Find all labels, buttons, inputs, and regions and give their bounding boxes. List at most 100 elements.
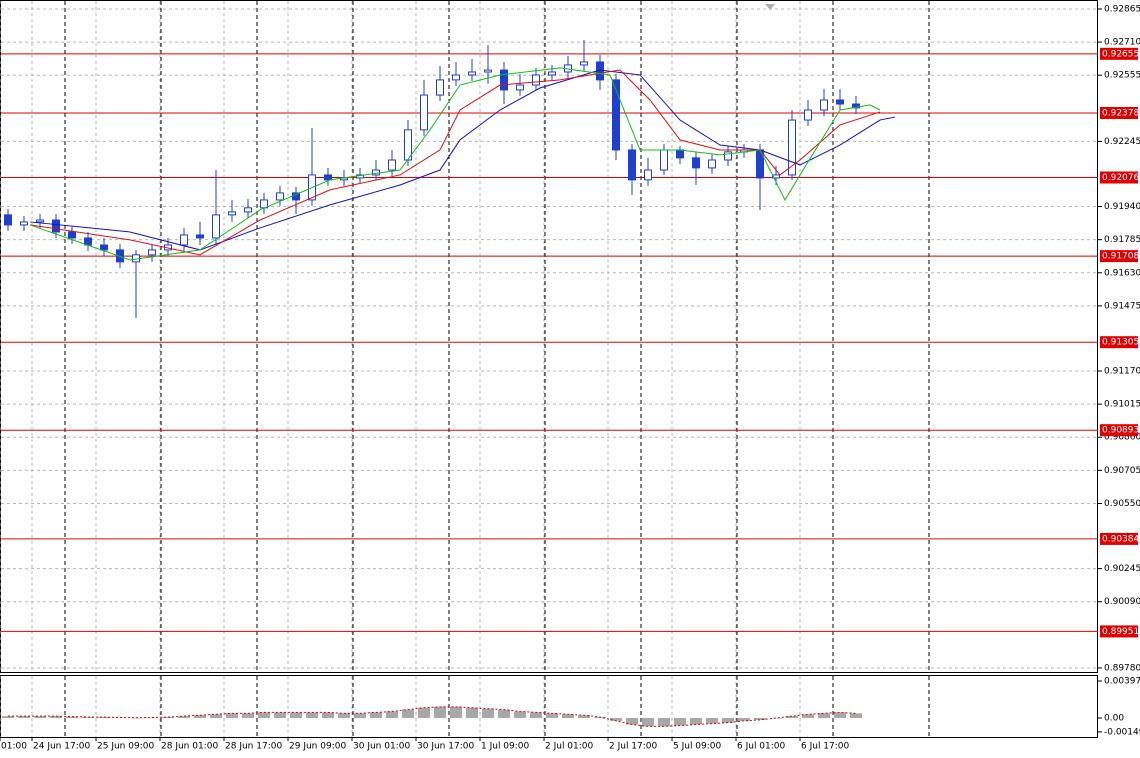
moving-average bbox=[29, 69, 881, 256]
level-label-box bbox=[1100, 106, 1138, 119]
candle-body bbox=[788, 119, 796, 176]
level-label: 0.92655 bbox=[1102, 49, 1139, 59]
x-tick-label: 28 Jun 01:00 bbox=[161, 742, 218, 752]
osc-bar bbox=[482, 708, 494, 719]
y-tick-label: 0.90550 bbox=[1104, 499, 1140, 509]
osc-bar bbox=[450, 706, 462, 719]
osc-bar bbox=[306, 712, 318, 719]
candle-body bbox=[500, 69, 508, 91]
candle-body bbox=[388, 159, 396, 171]
level-label: 0.92378 bbox=[1102, 108, 1139, 118]
y-tick-label: 0.91170 bbox=[1104, 367, 1140, 377]
x-tick-label: 30 Jun 17:00 bbox=[417, 742, 474, 752]
moving-average bbox=[29, 67, 881, 261]
y-tick-label: 0.91940 bbox=[1104, 202, 1140, 212]
osc-bar bbox=[818, 713, 830, 719]
candle-body bbox=[612, 79, 620, 151]
x-tick-label: 29 Jun 09:00 bbox=[289, 742, 346, 752]
candle-body bbox=[676, 149, 684, 159]
osc-bar bbox=[578, 715, 590, 719]
y-tick-label: 0.89780 bbox=[1104, 663, 1140, 673]
candle-body bbox=[852, 103, 860, 109]
candle-body bbox=[548, 71, 556, 76]
level-label: 0.90893 bbox=[1102, 426, 1139, 436]
osc-bar bbox=[370, 712, 382, 719]
y-tick-label: 0.91630 bbox=[1104, 268, 1140, 278]
candle-body bbox=[628, 149, 636, 181]
y-tick-label: 0.90245 bbox=[1104, 564, 1140, 574]
level-label: 0.92076 bbox=[1102, 173, 1139, 183]
y-tick-label: 0.90090 bbox=[1104, 597, 1140, 607]
osc-bar bbox=[338, 713, 350, 719]
candle-body bbox=[212, 214, 220, 239]
x-tick-label: 1 Jul 09:00 bbox=[481, 742, 530, 752]
osc-bar bbox=[50, 716, 62, 719]
level-label: 0.90384 bbox=[1102, 534, 1139, 544]
osc-bar bbox=[18, 716, 30, 719]
level-label: 0.91708 bbox=[1102, 252, 1139, 262]
level-label-box bbox=[1100, 625, 1138, 638]
candle-body bbox=[532, 74, 540, 86]
candle-body bbox=[196, 234, 204, 239]
level-label-box bbox=[1100, 336, 1138, 349]
candle-body bbox=[468, 71, 476, 76]
osc-bar bbox=[642, 718, 654, 727]
candle-body bbox=[836, 99, 844, 105]
osc-bar bbox=[322, 712, 334, 719]
candle-body bbox=[452, 74, 460, 81]
candle-body bbox=[276, 192, 284, 201]
osc-bar bbox=[466, 707, 478, 719]
osc-y-tick-label: 0.003974 bbox=[1104, 677, 1140, 687]
candle-body bbox=[644, 169, 652, 181]
candle-body bbox=[724, 151, 732, 161]
osc-bar bbox=[354, 713, 366, 719]
y-tick-label: 0.92710 bbox=[1104, 38, 1140, 48]
shift-marker bbox=[765, 4, 775, 10]
candle-body bbox=[516, 84, 524, 91]
osc-bar bbox=[754, 718, 766, 720]
osc-bar bbox=[290, 712, 302, 719]
candle-body bbox=[772, 174, 780, 179]
osc-bar bbox=[178, 716, 190, 719]
x-tick-label: 5 Jul 09:00 bbox=[673, 742, 722, 752]
osc-bar bbox=[210, 714, 222, 719]
candle-body bbox=[100, 244, 108, 251]
osc-bar bbox=[34, 716, 46, 719]
osc-bar bbox=[562, 714, 574, 719]
y-tick-label: 0.91015 bbox=[1104, 400, 1140, 410]
level-label: 0.89951 bbox=[1102, 627, 1139, 637]
osc-bar bbox=[546, 713, 558, 719]
level-label-box bbox=[1100, 171, 1138, 184]
level-label-box bbox=[1100, 250, 1138, 263]
level-label-box bbox=[1100, 424, 1138, 437]
x-tick-label: 6 Jul 01:00 bbox=[737, 742, 786, 752]
x-tick-label: 2 Jul 17:00 bbox=[609, 742, 658, 752]
osc-bar bbox=[242, 713, 254, 719]
y-tick-label: 0.92245 bbox=[1104, 137, 1140, 147]
x-tick-label: 01:00 bbox=[1, 742, 27, 752]
candle-body bbox=[116, 249, 124, 263]
y-tick-label: 0.92865 bbox=[1104, 4, 1140, 14]
osc-bar bbox=[850, 713, 862, 719]
osc-bar bbox=[802, 714, 814, 719]
candle-body bbox=[484, 69, 492, 73]
level-label: 0.91305 bbox=[1102, 338, 1139, 348]
main-panel bbox=[0, 0, 1098, 673]
candle-body bbox=[228, 211, 236, 216]
x-tick-label: 6 Jul 17:00 bbox=[801, 742, 850, 752]
osc-bar bbox=[418, 707, 430, 719]
x-tick-label: 24 Jun 17:00 bbox=[33, 742, 90, 752]
osc-bar bbox=[66, 716, 78, 719]
osc-bar bbox=[770, 718, 782, 719]
candle-body bbox=[580, 61, 588, 66]
candle-body bbox=[36, 219, 44, 223]
candle-body bbox=[804, 109, 812, 121]
candle-body bbox=[4, 214, 12, 226]
osc-bar bbox=[658, 718, 670, 727]
candle-body bbox=[180, 234, 188, 246]
candle-body bbox=[244, 207, 252, 213]
candle-body bbox=[692, 157, 700, 169]
osc-bar bbox=[530, 712, 542, 719]
osc-bar bbox=[610, 718, 622, 721]
